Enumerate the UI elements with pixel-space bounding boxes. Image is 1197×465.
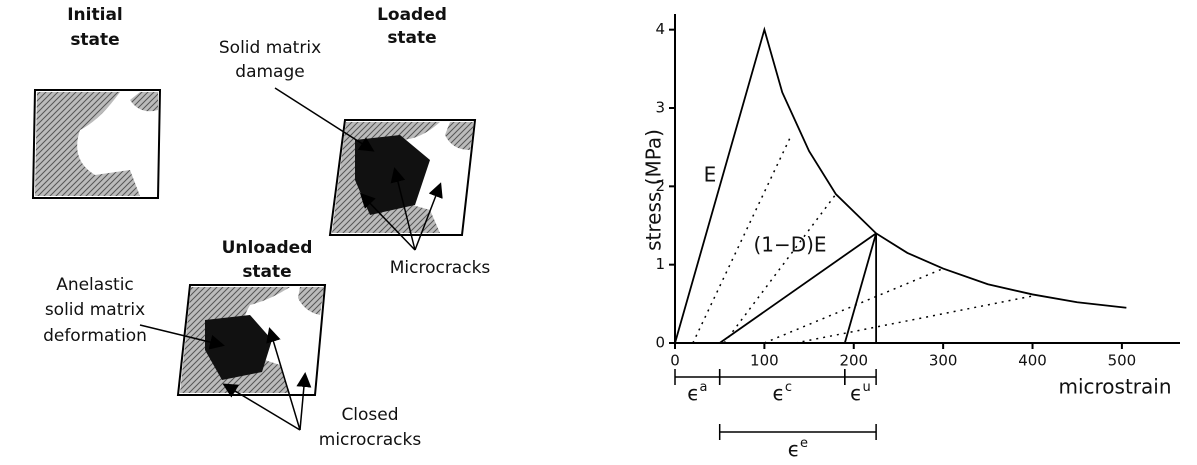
label: state	[70, 30, 119, 50]
x-tick-label: 500	[1108, 352, 1137, 370]
annotation: E	[704, 163, 717, 187]
strain-superscript: c	[785, 380, 792, 395]
label: deformation	[43, 326, 147, 346]
y-axis-label: stress (MPa)	[642, 129, 666, 251]
arrow	[222, 383, 301, 431]
strain-superscript: u	[862, 380, 870, 395]
chart: stress (MPa) microstrain E (1−D)E	[642, 129, 1172, 398]
strain-symbol: ϵ	[788, 437, 800, 461]
label: Initial	[67, 5, 123, 25]
label: microcracks	[319, 430, 422, 450]
diagram: Initial state Loaded state Solid matrix …	[31, 5, 491, 450]
x-tick-label: 200	[839, 352, 868, 370]
line	[723, 193, 837, 344]
arrow	[274, 87, 375, 152]
label: solid matrix	[45, 300, 145, 320]
label: Solid matrix	[219, 38, 321, 58]
x-tick-label: 300	[929, 352, 958, 370]
y-tick-label: 0	[655, 334, 665, 352]
y-tick-label: 3	[655, 99, 665, 117]
x-tick-label: 0	[670, 352, 680, 370]
x-axis-label: microstrain	[1058, 375, 1171, 399]
strain-superscript: e	[800, 436, 808, 451]
line	[795, 295, 1033, 344]
arrow	[359, 192, 416, 251]
arrow	[266, 327, 301, 431]
texture	[35, 92, 158, 196]
strain-superscript: a	[700, 380, 708, 395]
label: state	[242, 262, 291, 282]
arrow	[139, 324, 225, 350]
arrow	[414, 182, 443, 251]
strain-label: ϵe	[788, 436, 808, 461]
strain-label: ϵu	[850, 380, 871, 405]
label: Unloaded	[222, 238, 313, 258]
strain-label: ϵc	[773, 380, 792, 405]
strain-label: ϵa	[687, 380, 707, 405]
label: state	[387, 28, 436, 48]
x-tick-label: 400	[1018, 352, 1047, 370]
arrow	[296, 372, 312, 431]
line	[764, 267, 944, 344]
strain-symbol: ϵ	[773, 381, 785, 405]
label: damage	[235, 62, 304, 82]
annotation: (1−D)E	[753, 233, 826, 257]
line	[843, 233, 877, 344]
line	[674, 26, 1127, 344]
label: Loaded	[377, 5, 447, 25]
line	[719, 232, 877, 344]
y-tick-label: 4	[655, 20, 665, 38]
y-tick-label: 1	[655, 255, 665, 273]
y-tick-label: 2	[655, 177, 665, 195]
label: Anelastic	[56, 275, 134, 295]
x-tick-label: 100	[750, 352, 779, 370]
arrow	[390, 167, 416, 251]
strain-symbol: ϵ	[850, 381, 862, 405]
label: Closed	[341, 405, 398, 425]
strain-symbol: ϵ	[687, 381, 699, 405]
deformation-zone	[205, 315, 272, 380]
label: Microcracks	[390, 258, 491, 278]
